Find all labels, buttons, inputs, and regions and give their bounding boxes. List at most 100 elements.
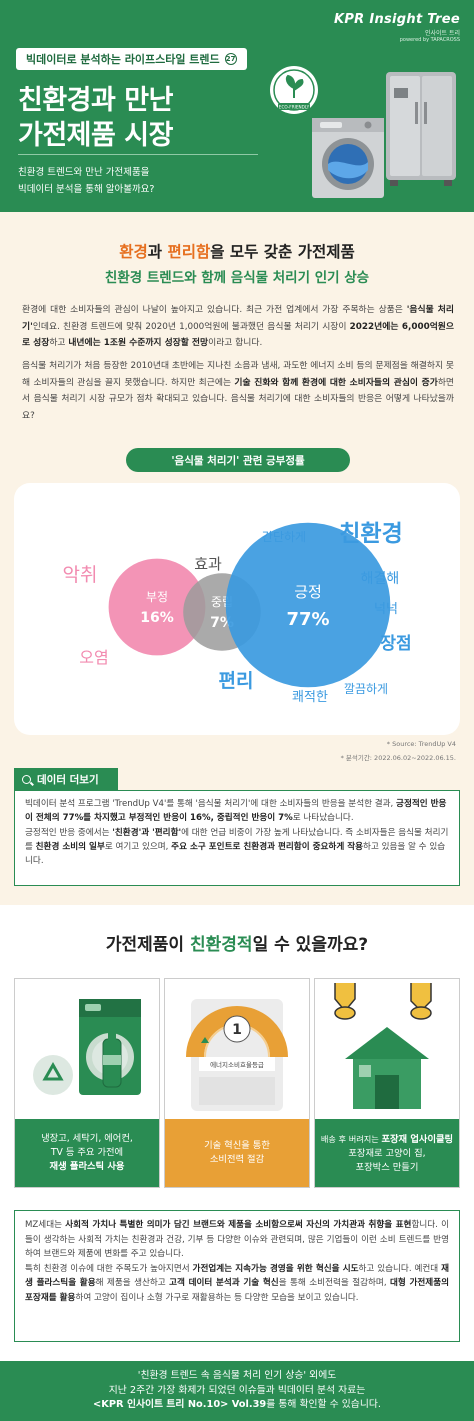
c-b3: 하고 있습니다. 예컨대 (358, 1263, 442, 1274)
c-b2: 가전업계는 지속가능 경영을 위한 혁신을 시도 (192, 1263, 359, 1274)
p2-bold-b: 기술 진화와 함께 환경에 대한 소비자들의 관심이 증가 (234, 377, 438, 388)
data-more-box: 빅데이터 분석 프로그램 'TrendUp V4'를 통해 '음식물 처리기'에… (14, 790, 460, 886)
c-a3: 합니다. 이들이 생각하는 사회적 가치는 친환경과 건강, 기부 등 다양한 … (25, 1220, 449, 1259)
p1-bold-d: 2022년에는 6,000억원으로 성장 (22, 321, 454, 349)
conclusion-para1: MZ세대는 사회적 가치나 특별한 의미가 담긴 브랜드와 제품을 소비함으로써… (25, 1218, 449, 1262)
c-a2: 사회적 가치나 특별한 의미가 담긴 브랜드와 제품을 소비함으로써 자신의 가… (65, 1220, 412, 1230)
c-b9: 하여 고양이 집이나 소형 가구로 재활용하는 등 다양한 모습을 보이고 있습… (75, 1292, 359, 1303)
card3-caption: 배송 후 버려지는 포장재 업사이클링 포장재로 고양이 집, 포장박스 만들기 (315, 1119, 459, 1187)
brand-sub: 인사이트 트리 (424, 30, 460, 37)
cat-icon (334, 983, 432, 1020)
card-packaging-upcycling: 배송 후 버려지는 포장재 업사이클링 포장재로 고양이 집, 포장박스 만들기 (314, 978, 460, 1188)
page-title-line1: 친환경과 만난 (18, 85, 173, 116)
header-description: 친환경 트렌드와 만난 가전제품을 빅데이터 분석을 통해 알아볼까요? (18, 164, 154, 198)
washing-machine-icon (312, 118, 384, 198)
s2-title-highlight: 친환경적 (190, 935, 253, 955)
bubble-name-2: 긍정 (294, 583, 322, 601)
keyword-7: 장점 (380, 634, 411, 654)
chart-title-pill: '음식물 처리기' 관련 긍부정률 (126, 448, 350, 472)
refrigerator-icon (386, 72, 456, 186)
bubble-name-0: 부정 (146, 590, 168, 604)
dm-1c: 로 나타났습니다. (292, 813, 354, 824)
header-desc-line1: 친환경 트렌드와 만난 가전제품을 (18, 167, 150, 178)
s2-title-a: 가전제품이 (105, 935, 190, 955)
grade-label: 에너지소비효율등급 (210, 1060, 264, 1069)
bubble-positive (225, 522, 391, 688)
recycle-icon (33, 1055, 73, 1095)
p1-text-g: 이라고 합니다. (208, 338, 263, 348)
c-b4: 재생 플라스틱을 활용 (25, 1263, 449, 1289)
dm-2a: 긍정적인 반응 중에서는 (25, 827, 113, 838)
keyword-1: 오염 (79, 648, 108, 667)
dm-1b: 긍정적인 반응이 전체의 77%를 차지했고 부정적인 반응이 16%, 중립적… (25, 799, 447, 824)
card2-line1: 기술 혁신을 통한 (204, 1140, 270, 1151)
paragraph-1: 환경에 대한 소비자들의 관심이 나날이 높아지고 있습니다. 최근 가전 업계… (22, 302, 454, 352)
card1-line2: TV 등 주요 가전에 (50, 1147, 124, 1158)
dm-2d: 친환경 소비의 일부 (35, 841, 105, 852)
cat-house-illustration (315, 979, 459, 1119)
card3-line3: 포장박스 만들기 (355, 1161, 419, 1173)
dm-2c: 에 대한 언급 비중이 가장 높게 나타났습니다. 즉 소비자들은 음식물 처리… (25, 827, 449, 852)
p1-text-c: 인데요. 친환경 트렌드에 맞춰 2020년 1,000억원에 불과했던 음식물… (32, 321, 350, 332)
chart-source: * Source: TrendUp V4 (386, 740, 456, 748)
card3-line2: 포장재로 고양이 집, (348, 1147, 426, 1159)
card-recycled-plastic: 냉장고, 세탁기, 에어컨, TV 등 주요 가전에 재생 플라스틱 사용 (14, 978, 160, 1188)
conclusion-para2: 특히 친환경 이슈에 대한 주목도가 높아지면서 가전업계는 지속가능 경영을 … (25, 1262, 449, 1306)
data-more-para1: 빅데이터 분석 프로그램 'TrendUp V4'를 통해 '음식물 처리기'에… (25, 797, 449, 826)
s2-title-c: 일 수 있을까요? (252, 935, 369, 955)
c-b1: 특히 친환경 이슈에 대한 주목도가 높아지면서 (25, 1263, 193, 1274)
keyword-9: 편리 (219, 670, 254, 692)
keyword-0: 악취 (63, 564, 98, 586)
card3-line1b: 포장재 업사이클링 (381, 1133, 454, 1145)
keyword-4: 친환경 (339, 521, 402, 547)
dm-1a: 빅데이터 분석 프로그램 'TrendUp V4'를 통해 '음식물 처리기'에… (25, 799, 397, 809)
grade-number: 1 (232, 1022, 242, 1038)
energy-gauge-icon: 1 (186, 1006, 288, 1058)
data-more-label: 데이터 더보기 (37, 773, 99, 786)
series-label: 빅데이터로 분석하는 라이프스타일 트렌드 (26, 53, 220, 66)
p1-bold-b: '음식물 처리기' (22, 305, 454, 332)
brand-logo: KPR Insight Tree 인사이트 트리 powered by TAPA… (334, 12, 460, 43)
brand-name: KPR Insight Tree (333, 12, 460, 27)
bubble-negative (108, 558, 206, 656)
washer-recycle-illustration (15, 979, 159, 1119)
dm-2f: 주요 소구 포인트로 친환경과 편리함이 중요하게 작용 (171, 841, 364, 852)
appliances-illustration: ECO-FRIENDLY (270, 66, 456, 198)
header-divider (18, 154, 258, 155)
title-text-2: 을 모두 갖춘 가전제품 (210, 243, 355, 261)
c-b5: 해 제품을 생산하고 (95, 1278, 170, 1288)
title-text-1: 과 (147, 243, 168, 261)
dm-2b: '친환경'과 '편리함' (112, 827, 182, 838)
footer-line2: 지난 2주간 가장 화제가 되었던 이슈들과 빅데이터 분석 자료는 (108, 1384, 366, 1396)
eco-friendly-badge-icon: ECO-FRIENDLY (270, 66, 318, 114)
keyword-5: 해결해 (361, 571, 400, 587)
bubble-value-0: 16% (140, 610, 174, 626)
c-a1: MZ세대는 (25, 1220, 66, 1230)
card1-line3: 재생 플라스틱 사용 (49, 1161, 125, 1172)
dm-2g: 하고 있음을 알 수 있습니다. (25, 841, 446, 867)
section2-title: 가전제품이 친환경적일 수 있을까요? (0, 930, 474, 955)
keyword-3: 간단하게 (262, 530, 306, 544)
card1-caption: 냉장고, 세탁기, 에어컨, TV 등 주요 가전에 재생 플라스틱 사용 (15, 1119, 159, 1187)
paragraph-2: 음식물 처리기가 처음 등장한 2010년대 초반에는 지나친 소음과 냄새, … (22, 358, 454, 424)
card2-line2: 소비전력 절감 (209, 1154, 265, 1165)
p2-text-a: 음식물 처리기가 처음 등장한 2010년대 초반에는 지나친 소음과 냄새, … (22, 361, 454, 388)
section1-subtitle: 친환경 트렌드와 함께 음식물 처리기 인기 상승 (104, 270, 370, 286)
keyword-6: 넉넉 (374, 602, 398, 617)
card2-caption: 기술 혁신을 통한 소비전력 절감 (165, 1119, 309, 1187)
magnifier-icon (22, 774, 31, 784)
data-more-tag: 데이터 더보기 (14, 768, 118, 790)
p2-text-c: 하면서 음식물 처리기 시장 규모가 점차 확대되고 있습니다. 음식물 처리기… (22, 377, 454, 421)
series-number: 27 (224, 53, 237, 65)
title-highlight-convenience: 편리함 (167, 243, 211, 261)
svg-text:ECO-FRIENDLY: ECO-FRIENDLY (279, 105, 310, 110)
keyword-2: 효과 (194, 555, 222, 573)
keyword-8: 깔끔하게 (344, 682, 388, 696)
footer-line1: '친환경 트렌드 속 음식물 처리 인기 상승' 외에도 (137, 1370, 337, 1381)
footer-line3: 를 통해 확인할 수 있습니다. (266, 1399, 381, 1411)
keyword-10: 쾌적한 (292, 690, 328, 705)
header: KPR Insight Tree 인사이트 트리 powered by TAPA… (0, 0, 474, 212)
box-house-icon (345, 1027, 429, 1109)
